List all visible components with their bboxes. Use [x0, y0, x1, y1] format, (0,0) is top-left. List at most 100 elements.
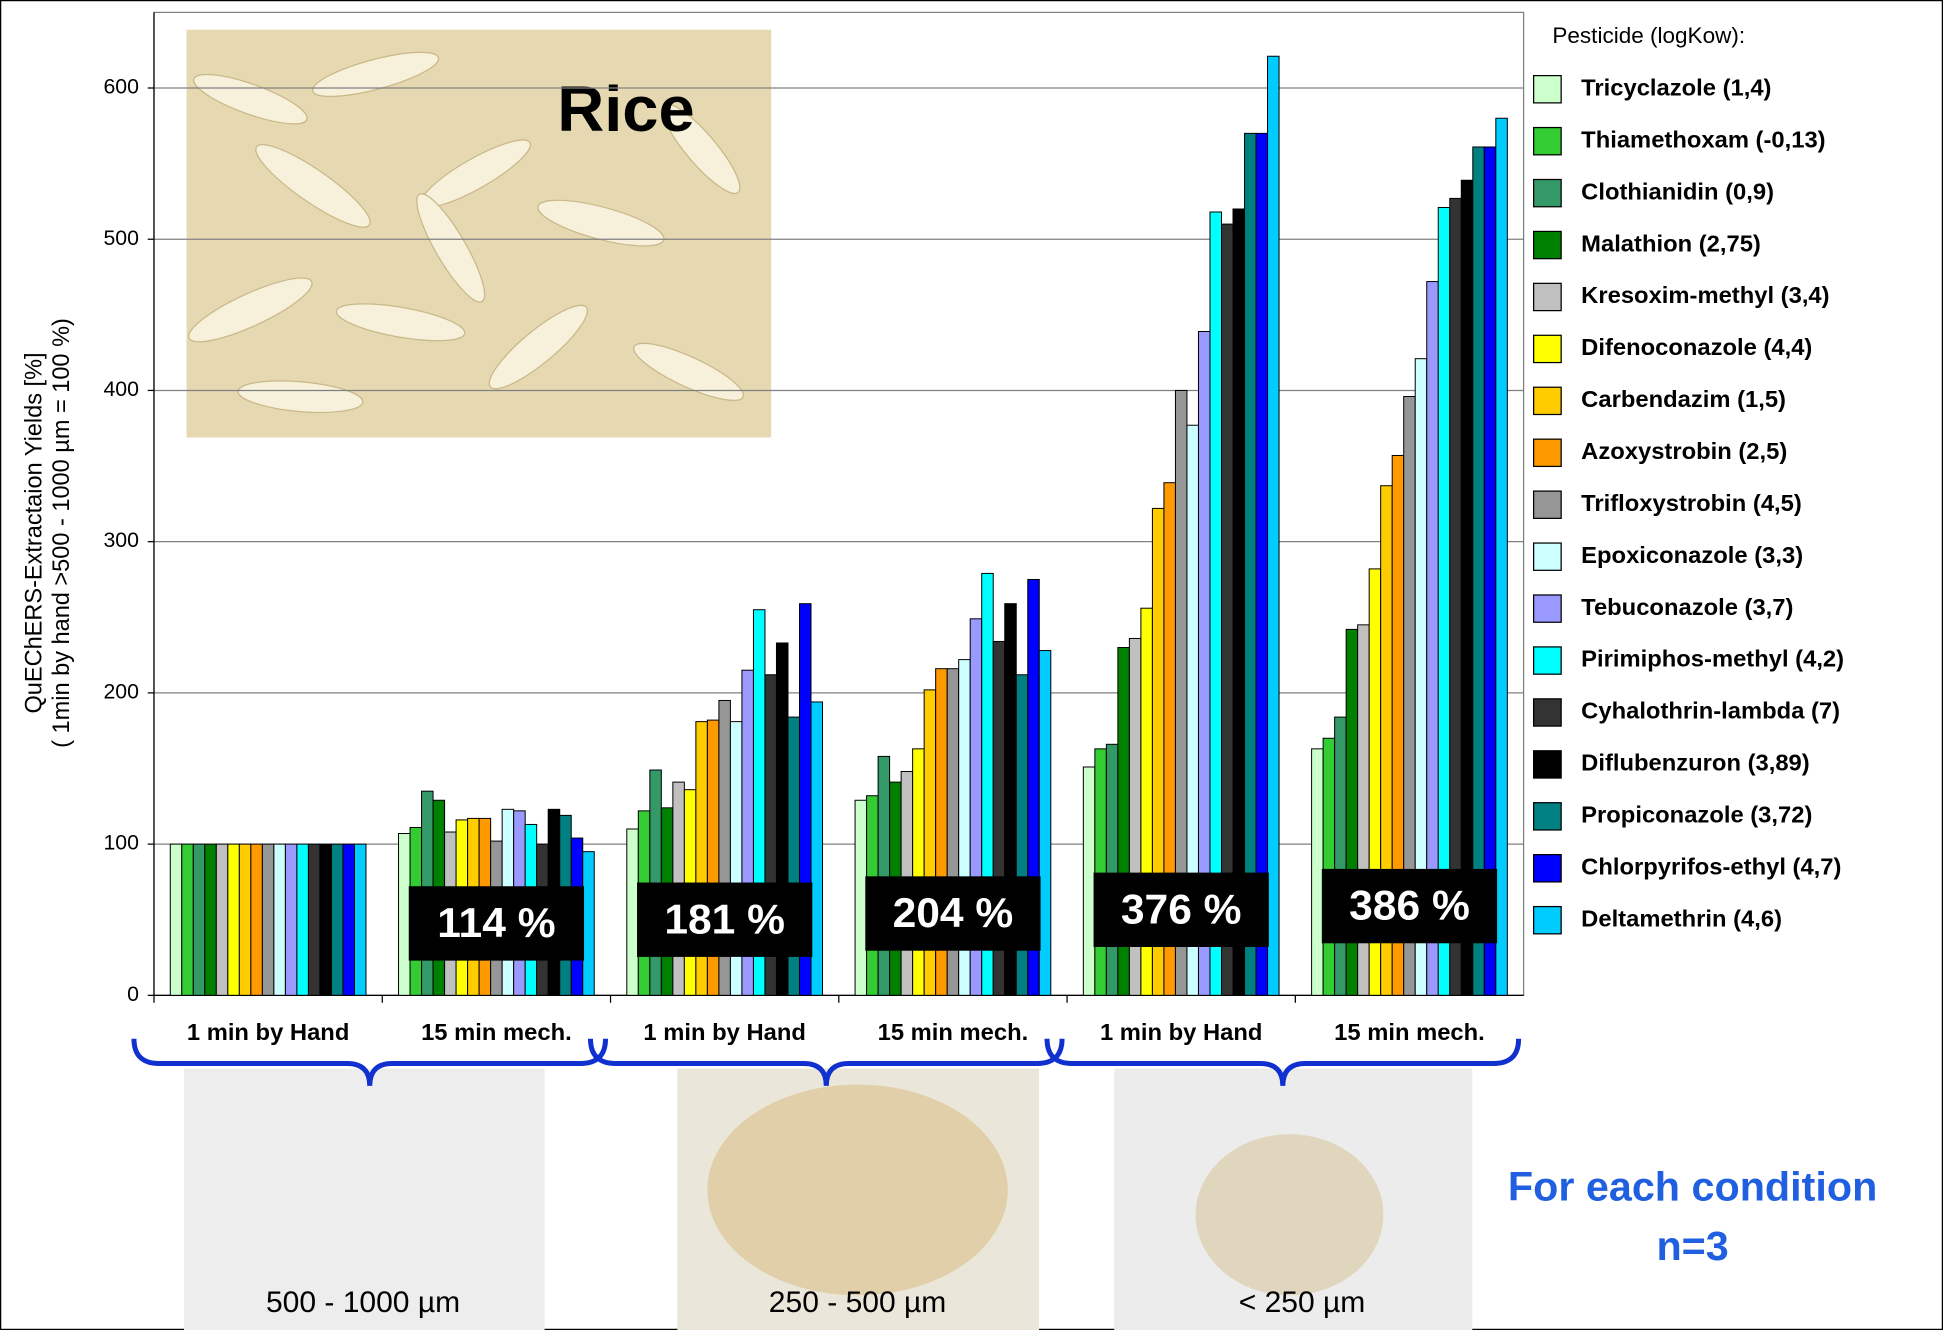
rice-photo [186, 29, 772, 438]
bar [261, 843, 275, 996]
bar [250, 843, 263, 996]
fraction-label: < 250 µm [1239, 1286, 1366, 1319]
y-tick-label: 600 [103, 76, 138, 99]
note: For each condition [1508, 1164, 1877, 1210]
legend-label: Propiconazole (3,72) [1581, 803, 1812, 829]
y-tick-label: 400 [103, 378, 138, 401]
legend-label: Kresoxim-methyl (3,4) [1581, 283, 1829, 309]
bar [284, 843, 298, 996]
legend-label: Carbendazim (1,5) [1581, 387, 1786, 413]
bar [1267, 55, 1280, 996]
y-tick-label: 500 [103, 227, 138, 250]
legend-swatch [1532, 386, 1562, 416]
y-tick-label: 100 [103, 832, 138, 855]
x-tick-label: 1 min by Hand [187, 1020, 349, 1046]
legend-swatch [1532, 542, 1562, 571]
y-tick-label: 200 [103, 681, 138, 704]
yield-box [637, 882, 813, 957]
bar [912, 748, 925, 996]
y-tick-label: 0 [127, 983, 139, 1006]
bar [227, 843, 240, 996]
legend-swatch [1532, 905, 1562, 935]
fraction-label: 250 - 500 µm [769, 1286, 947, 1319]
x-tick-label: 15 min mech. [878, 1020, 1029, 1046]
x-tick-label: 15 min mech. [1334, 1020, 1485, 1046]
legend-label: Malathion (2,75) [1581, 231, 1761, 257]
sample-photos [184, 1068, 1473, 1330]
bar [854, 799, 868, 996]
bar [273, 843, 286, 996]
bar [169, 843, 183, 996]
yield-box [408, 886, 585, 961]
y-tick-label: 300 [103, 529, 138, 552]
legend-swatch [1532, 178, 1562, 208]
legend-swatch [1532, 282, 1562, 312]
bar [1322, 737, 1336, 996]
legend-swatch [1532, 646, 1562, 675]
legend-label: Thiamethoxam (-0,13) [1581, 127, 1825, 153]
note: n=3 [1656, 1223, 1728, 1269]
bar [319, 843, 332, 996]
legend-label: Pirimiphos-methyl (4,2) [1581, 647, 1844, 673]
brace [131, 1038, 609, 1086]
legend-swatch [1532, 802, 1562, 831]
legend-label: Chlorpyrifos-ethyl (4,7) [1581, 855, 1841, 881]
bar [296, 843, 309, 996]
legend-swatch [1532, 126, 1562, 156]
legend-label: Difenoconazole (4,4) [1581, 335, 1812, 361]
legend-label: Deltamethrin (4,6) [1581, 907, 1782, 933]
bar [181, 843, 194, 996]
brace [587, 1038, 1065, 1086]
yield-label: 181 % [664, 896, 785, 943]
bar [1094, 748, 1107, 996]
bar [1105, 743, 1119, 996]
bar [626, 828, 639, 996]
yield-label: 386 % [1349, 882, 1470, 929]
legend-swatch [1532, 230, 1562, 260]
bar [215, 843, 229, 996]
legend-swatch [1532, 490, 1562, 519]
legend-label: Azoxystrobin (2,5) [1581, 439, 1787, 465]
yield-box [1093, 872, 1269, 947]
y-axis-label: ( 1min by hand >500 - 1000 µm = 100 %) [49, 318, 75, 748]
x-tick-label: 1 min by Hand [1100, 1020, 1262, 1046]
legend-swatch [1532, 438, 1562, 468]
bar [1495, 117, 1508, 996]
bar [192, 843, 206, 996]
bar [238, 843, 252, 996]
legend-swatch [1532, 334, 1562, 364]
bar [1483, 146, 1497, 996]
legend-label: Tricyclazole (1,4) [1581, 76, 1771, 102]
x-tick-label: 15 min mech. [421, 1020, 572, 1046]
yield-label: 376 % [1121, 886, 1242, 933]
legend-swatch [1532, 750, 1562, 779]
bar [1255, 132, 1269, 996]
bar [307, 843, 321, 996]
y-axis-label: QuEChERS-Extractaion Yields [%] [21, 352, 47, 713]
legend-label: Tebuconazole (3,7) [1581, 595, 1793, 621]
bar [342, 843, 355, 996]
yield-label: 204 % [893, 889, 1014, 936]
legend-title: Pesticide (logKow): [1552, 23, 1745, 48]
yield-box [1321, 868, 1498, 944]
bar [1082, 766, 1096, 996]
brace [1044, 1038, 1522, 1086]
legend-label: Epoxiconazole (3,3) [1581, 543, 1803, 569]
bar [204, 843, 217, 996]
bar [1311, 748, 1324, 996]
inset-title: Rice [557, 72, 694, 145]
legend-label: Clothianidin (0,9) [1581, 179, 1774, 205]
yield-box [865, 876, 1041, 951]
legend-swatch [1532, 698, 1562, 727]
bar [1038, 650, 1052, 996]
legend-swatch [1532, 74, 1562, 104]
fraction-label: 500 - 1000 µm [266, 1286, 460, 1319]
bar [1472, 146, 1485, 996]
legend-swatch [1532, 594, 1562, 623]
yield-label: 114 % [437, 899, 555, 946]
bar [877, 755, 891, 996]
legend-label: Cyhalothrin-lambda (7) [1581, 699, 1840, 725]
bar [1334, 716, 1347, 996]
